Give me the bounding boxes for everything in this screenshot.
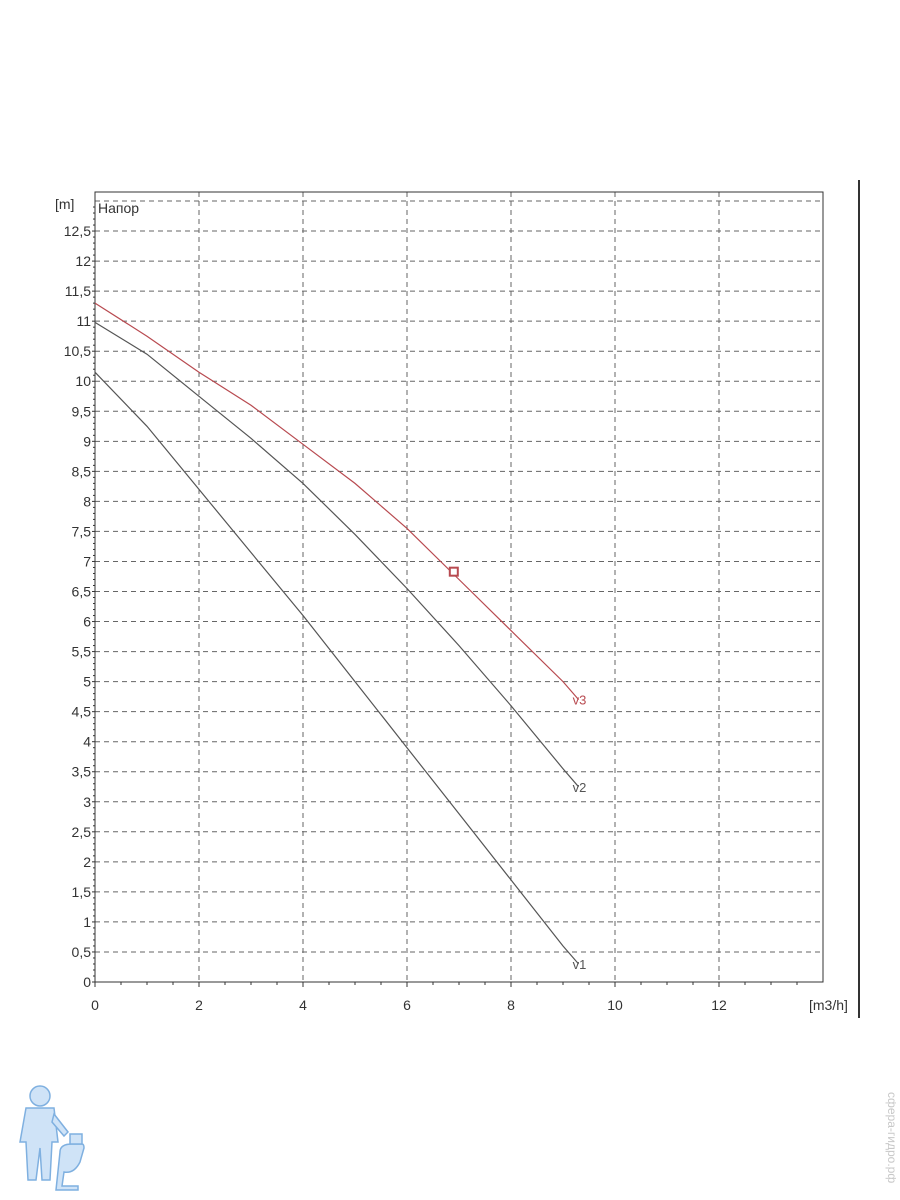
x-axis-label: [m3/h] — [809, 997, 848, 1013]
y-tick-label: 8 — [83, 493, 91, 509]
y-tick-label: 5,5 — [72, 644, 92, 660]
x-tick-label: 12 — [711, 997, 727, 1013]
y-tick-label: 10 — [75, 373, 91, 389]
y-tick-label: 0,5 — [72, 944, 92, 960]
plumber-mascot-logo — [19, 1085, 85, 1191]
y-tick-label: 9 — [83, 433, 91, 449]
x-tick-label: 10 — [607, 997, 623, 1013]
grid — [95, 192, 823, 982]
y-axis-label: [m] — [55, 196, 74, 212]
y-tick-label: 1 — [83, 914, 91, 930]
svg-text:сфера-гидро.рф: сфера-гидро.рф — [885, 1092, 896, 1183]
curve-label-v2: v2 — [573, 780, 587, 795]
curve-label-v3: v3 — [573, 693, 587, 708]
operating-point-layer — [448, 566, 459, 577]
curve-label-v1: v1 — [573, 957, 587, 972]
y-tick-label: 7 — [83, 553, 91, 569]
y-tick-label: 10,5 — [64, 343, 91, 359]
curves — [94, 302, 580, 965]
y-tick-label: 6 — [83, 614, 91, 630]
x-tick-label: 6 — [403, 997, 411, 1013]
curve-v2 — [94, 321, 580, 788]
curve-v3 — [94, 302, 580, 700]
y-tick-label: 6,5 — [72, 584, 92, 600]
y-tick-label: 12,5 — [64, 223, 91, 239]
y-tick-label: 11,5 — [65, 283, 91, 299]
curve-v1 — [94, 371, 580, 965]
x-tick-label: 2 — [195, 997, 203, 1013]
y-tick-label: 7,5 — [72, 523, 92, 539]
y-tick-label: 3,5 — [72, 764, 92, 780]
chart-title: Напор — [98, 200, 139, 216]
operating-point-marker — [448, 566, 459, 577]
y-tick-label: 4 — [83, 734, 91, 750]
site-watermark: сфера-гидро.рф — [885, 1092, 896, 1183]
y-tick-label: 1,5 — [72, 884, 92, 900]
y-tick-label: 0 — [83, 974, 91, 990]
x-tick-label: 8 — [507, 997, 515, 1013]
x-tick-label: 0 — [91, 997, 99, 1013]
y-tick-label: 12 — [75, 253, 91, 269]
y-tick-label: 2,5 — [72, 824, 92, 840]
y-tick-label: 4,5 — [72, 704, 92, 720]
y-tick-label: 2 — [83, 854, 91, 870]
y-tick-label: 8,5 — [72, 463, 92, 479]
tick-labels: 00,511,522,533,544,555,566,577,588,599,5… — [64, 223, 727, 1013]
y-tick-label: 3 — [83, 794, 91, 810]
x-tick-label: 4 — [299, 997, 307, 1013]
axes — [92, 191, 824, 987]
y-tick-label: 5 — [83, 674, 91, 690]
curve-labels: v1 v2 v3 — [573, 693, 587, 972]
plot-background — [95, 192, 823, 982]
y-tick-label: 11 — [76, 313, 91, 329]
plot-frame — [94, 191, 824, 983]
y-tick-label: 9,5 — [72, 403, 92, 419]
